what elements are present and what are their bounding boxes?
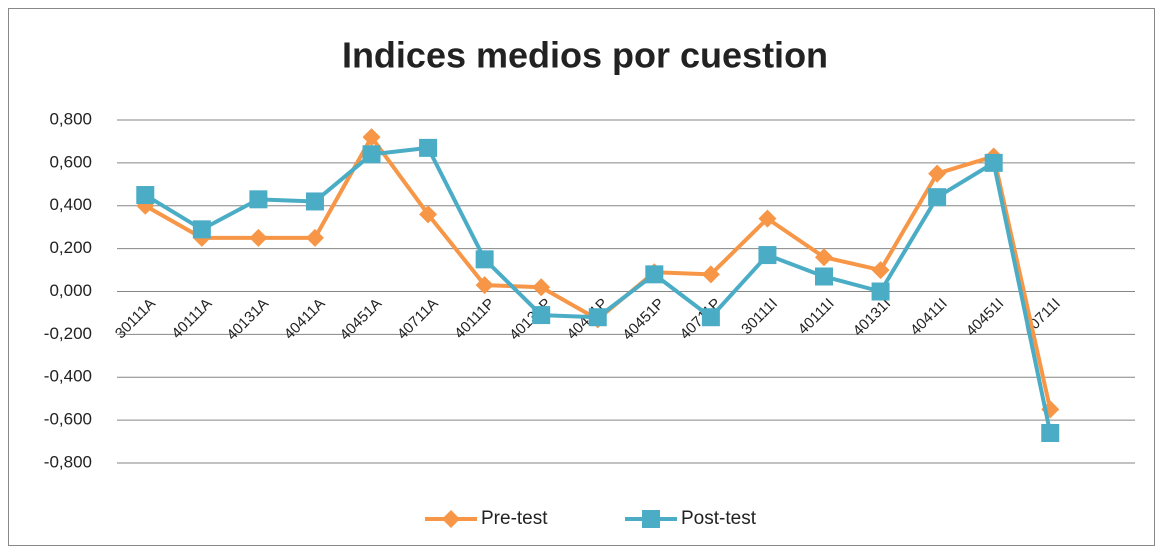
marker	[136, 186, 155, 205]
y-tick-label: -0,600	[44, 410, 92, 429]
y-tick-label: 0,200	[49, 238, 92, 257]
marker	[701, 308, 720, 327]
marker	[588, 308, 607, 327]
marker	[419, 205, 438, 224]
marker	[871, 261, 890, 280]
y-tick-label: 0,600	[49, 152, 92, 171]
legend-label: Pre-test	[481, 508, 548, 529]
marker	[249, 190, 268, 209]
chart-title: Indices medios por cuestion	[342, 35, 828, 76]
marker	[532, 306, 551, 325]
marker	[645, 265, 664, 284]
marker	[305, 192, 324, 211]
marker	[305, 228, 324, 247]
chart-border	[8, 8, 1155, 546]
y-tick-label: 0,800	[49, 109, 92, 128]
y-tick-label: 0,400	[49, 195, 92, 214]
marker	[642, 510, 660, 528]
marker	[192, 220, 211, 239]
marker	[928, 188, 947, 207]
marker	[442, 510, 460, 528]
marker	[1041, 423, 1060, 442]
marker	[984, 153, 1003, 172]
y-tick-label: -0,800	[44, 452, 92, 471]
y-tick-label: -0,400	[44, 367, 92, 386]
marker	[532, 278, 551, 297]
marker	[701, 265, 720, 284]
marker	[758, 246, 777, 265]
marker	[249, 228, 268, 247]
marker	[815, 267, 833, 286]
marker	[362, 145, 381, 164]
marker	[815, 248, 833, 267]
y-tick-label: -0,200	[44, 324, 92, 343]
marker	[871, 282, 890, 301]
marker	[928, 164, 947, 183]
marker	[758, 209, 777, 228]
marker	[475, 276, 494, 295]
legend-label: Post-test	[681, 508, 757, 529]
marker	[475, 250, 494, 269]
marker	[419, 138, 438, 157]
y-tick-label: 0,000	[49, 281, 92, 300]
marker	[362, 128, 381, 147]
